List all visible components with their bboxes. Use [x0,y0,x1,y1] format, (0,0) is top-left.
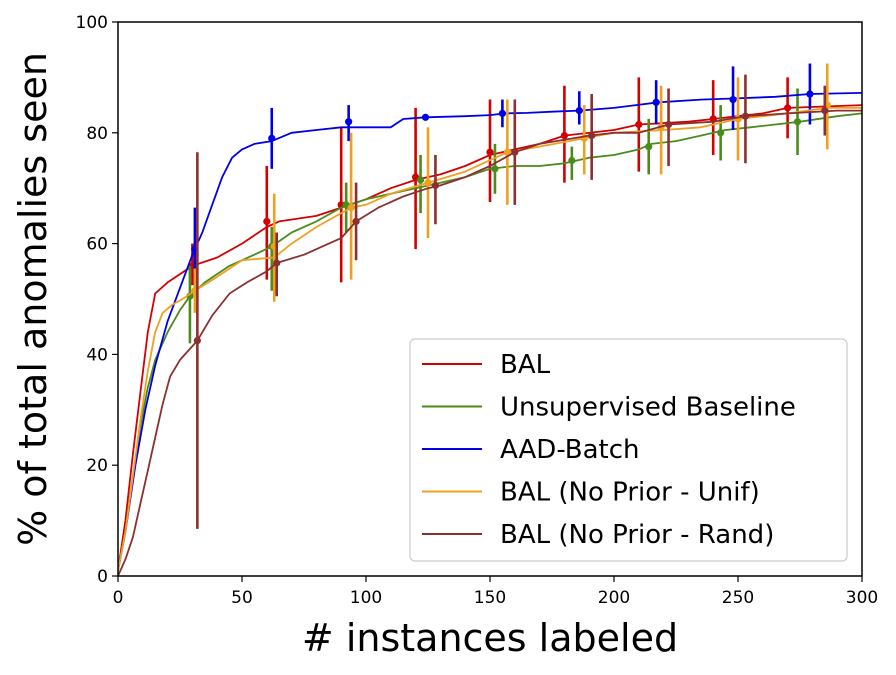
series-line-aad-batch [118,92,862,571]
data-point-bal-no-prior-rand-5 [588,131,596,140]
x-tick-label-300: 300 [846,588,878,608]
y-tick-label-60: 60 [86,235,108,255]
data-point-bal-8 [784,104,792,112]
data-point-bal-no-prior-rand-6 [664,120,673,129]
legend-label-aad-batch: AAD-Batch [500,435,640,465]
y-tick-label-20: 20 [86,456,108,476]
data-point-unsupervised-baseline-5 [568,156,576,165]
data-point-bal-no-prior-unif-4 [503,148,511,156]
x-axis: 0 50 100 150 200 250 300 [113,576,878,608]
series-line-bal [118,104,862,571]
series-aad-batch [118,63,862,571]
data-point-bal-no-prior-unif-2 [347,203,355,212]
y-axis-label: % of total anomalies seen [11,52,55,546]
series-line-unsupervised-baseline [118,112,862,571]
data-point-bal-no-prior-rand-7 [741,112,750,120]
data-point-bal-4 [486,148,494,156]
data-point-bal-no-prior-unif-3 [424,179,432,187]
y-tick-label-100: 100 [76,13,108,33]
x-axis-label: # instances labeled [302,616,678,660]
data-point-bal-no-prior-rand-2 [352,217,360,226]
data-point-bal-no-prior-rand-8 [821,107,829,115]
y-tick-label-80: 80 [86,124,108,144]
x-tick-label-200: 200 [598,588,630,608]
y-tick-label-0: 0 [97,567,108,587]
legend-label-bal-no-prior-unif: BAL (No Prior - Unif) [500,478,760,508]
data-point-unsupervised-baseline-6 [645,143,653,151]
data-point-bal-6 [635,120,643,129]
data-point-unsupervised-baseline-7 [717,129,725,137]
data-point-bal-5 [560,131,569,140]
x-tick-label-250: 250 [722,588,754,608]
series-line-bal-no-prior-rand [118,109,862,576]
series-bal [118,77,862,571]
data-point-unsupervised-baseline-8 [793,118,802,126]
data-point-bal-no-prior-rand-1 [273,259,281,267]
data-point-bal-no-prior-rand-4 [511,148,519,156]
data-point-bal-no-prior-rand-0 [193,336,201,345]
x-tick-label-150: 150 [474,588,506,608]
legend-box [409,338,848,562]
data-point-aad-batch-1 [268,134,276,142]
y-axis: 0 20 40 60 80 100 [76,13,118,587]
x-tick-label-50: 50 [231,588,253,608]
series-unsupervised-baseline [118,88,862,571]
data-point-bal-1 [263,217,271,226]
data-point-unsupervised-baseline-4 [491,165,499,173]
legend-label-bal-no-prior-rand: BAL (No Prior - Rand) [500,520,774,550]
data-point-unsupervised-baseline-3 [416,176,425,184]
y-tick-label-40: 40 [86,345,108,365]
series-bal-no-prior-unif [118,63,862,571]
data-point-aad-batch-6 [652,98,660,106]
series-bal-no-prior-rand [118,74,862,576]
legend-label-bal: BAL [500,350,551,380]
legend-label-unsupervised-baseline: Unsupervised Baseline [500,393,796,423]
data-point-aad-batch-2 [345,118,353,126]
data-point-aad-batch-4 [498,109,506,118]
plot-area [118,63,862,576]
data-point-aad-batch-8 [806,90,814,98]
x-tick-label-0: 0 [113,588,124,608]
legend: BAL Unsupervised Baseline AAD-Batch BAL (No… [409,338,848,562]
data-point-bal-no-prior-rand-3 [431,181,440,190]
data-point-aad-batch-7 [729,95,737,104]
data-point-aad-batch-5 [575,107,583,115]
data-point-aad-batch-3 [421,113,430,121]
x-tick-label-100: 100 [350,588,382,608]
